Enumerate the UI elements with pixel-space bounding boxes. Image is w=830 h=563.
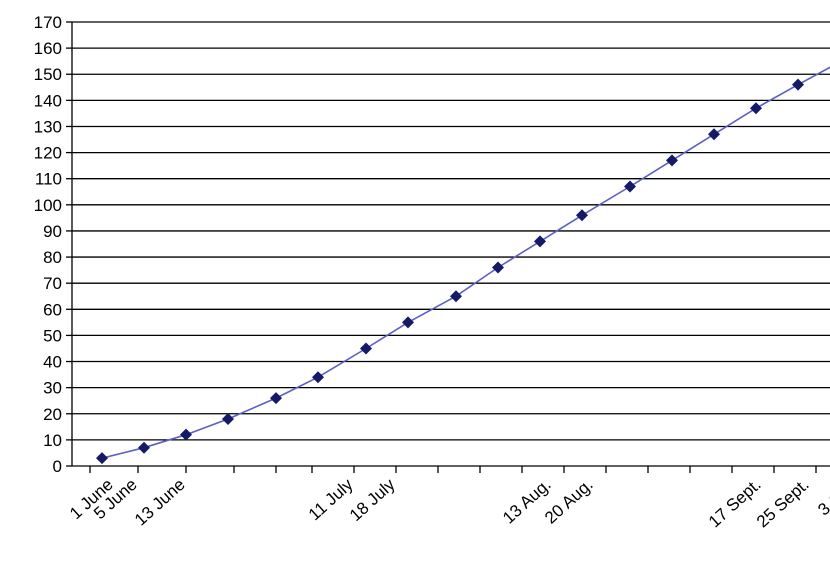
x-tick-label-2000-09-17: 17 Sept. (705, 475, 765, 531)
y-tick-label-160: 160 (34, 39, 62, 58)
y-tick-label-70: 70 (43, 274, 62, 293)
x-tick-label-2000-07-18: 18 July (346, 475, 399, 525)
x-tick-label-2000-07-11: 11 July (305, 475, 357, 525)
data-point-2000-09-23 (792, 78, 804, 91)
y-tick-label-150: 150 (34, 65, 62, 84)
y-tick-label-140: 140 (34, 91, 62, 110)
series (96, 66, 830, 465)
data-point-2000-07-28 (450, 290, 462, 303)
x-tick-label-2000-10-03: 3 Oct. (814, 475, 830, 519)
data-point-2000-06-28 (270, 392, 282, 405)
y-tick-label-20: 20 (43, 405, 62, 424)
data-point-2000-08-04 (492, 261, 504, 274)
data-point-2000-09-09 (708, 128, 720, 141)
data-point-2000-09-02 (666, 154, 678, 167)
series-line-0 (101, 66, 830, 459)
x-tick-label-2000-08-20: 20 Aug. (541, 475, 597, 528)
axes (66, 21, 830, 473)
y-tick-label-40: 40 (43, 353, 62, 372)
data-point-2000-08-18 (576, 209, 588, 222)
x-tick-label-2000-06-13: 13 June (131, 475, 189, 530)
y-tick-label-30: 30 (43, 379, 62, 398)
gridlines (72, 21, 830, 441)
y-tick-label-0: 0 (53, 457, 62, 476)
y-tick-label-50: 50 (43, 326, 62, 345)
y-tick-label-10: 10 (43, 431, 62, 450)
data-point-2000-06-06 (138, 441, 150, 454)
y-tick-labels: 0 10 20 30 40 50 60 70 80 90 100 110 120 130 140 150 160… (34, 13, 62, 476)
data-point-2000-07-20 (402, 316, 414, 329)
y-tick-label-110: 110 (35, 170, 62, 189)
y-tick-label-60: 60 (43, 300, 62, 319)
data-point-2000-08-11 (534, 235, 546, 248)
y-tick-label-120: 120 (34, 144, 62, 163)
y-tick-label-90: 90 (43, 222, 62, 241)
y-tick-label-130: 130 (34, 117, 62, 136)
data-point-2000-08-26 (624, 180, 636, 193)
y-tick-label-80: 80 (43, 248, 62, 267)
data-point-2000-09-16 (750, 102, 762, 115)
data-point-2000-07-13 (360, 342, 372, 355)
data-point-2000-05-30 (96, 452, 108, 465)
data-point-2000-07-05 (312, 371, 324, 384)
data-point-2000-06-20 (222, 412, 234, 425)
y-tick-label-170: 170 (34, 13, 62, 32)
x-tick-label-2000-09-25: 25 Sept. (753, 475, 813, 531)
y-tick-label-100: 100 (34, 196, 62, 215)
data-point-2000-06-13 (180, 428, 192, 441)
